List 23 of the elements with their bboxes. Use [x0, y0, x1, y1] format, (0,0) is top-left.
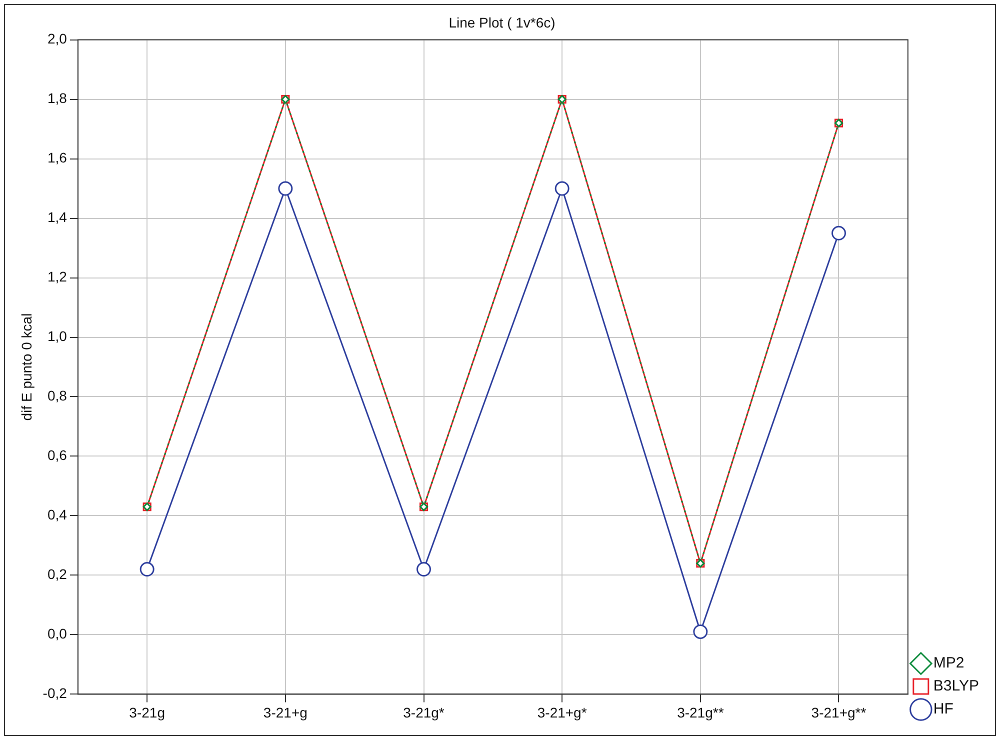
y-tick-label: 0,8 — [47, 388, 68, 404]
y-tick-label: 1,6 — [47, 150, 68, 166]
x-tick-label: 3-21+g — [263, 704, 308, 720]
y-tick-label: 0,6 — [47, 447, 68, 464]
y-tick-label: 0,0 — [47, 626, 68, 642]
chart-title: Line Plot ( 1v*6c) — [448, 14, 556, 30]
y-tick-label: -0,2 — [42, 685, 68, 702]
y-axis-title: dif E punto 0 kcal — [18, 313, 34, 421]
y-tick-label: 1,8 — [47, 90, 68, 106]
x-tick-label: 3-21+g** — [811, 704, 867, 720]
y-tick-label: 1,0 — [47, 328, 68, 344]
x-tick-label: 3-21g* — [403, 704, 445, 720]
x-tick-label: 3-21g** — [677, 704, 724, 720]
legend-label: B3LYP — [933, 678, 980, 695]
x-tick-label: 3-21g — [129, 704, 165, 720]
y-tick-label: 2,0 — [47, 30, 68, 47]
y-tick-label: 0,2 — [47, 566, 68, 582]
legend-label: MP2 — [933, 654, 964, 672]
y-tick-label: 1,2 — [47, 268, 68, 285]
x-tick-label: 3-21+g* — [537, 704, 588, 720]
y-tick-label: 0,4 — [47, 506, 68, 523]
y-tick-label: 1,4 — [47, 209, 68, 226]
legend-label: HF — [933, 700, 954, 718]
